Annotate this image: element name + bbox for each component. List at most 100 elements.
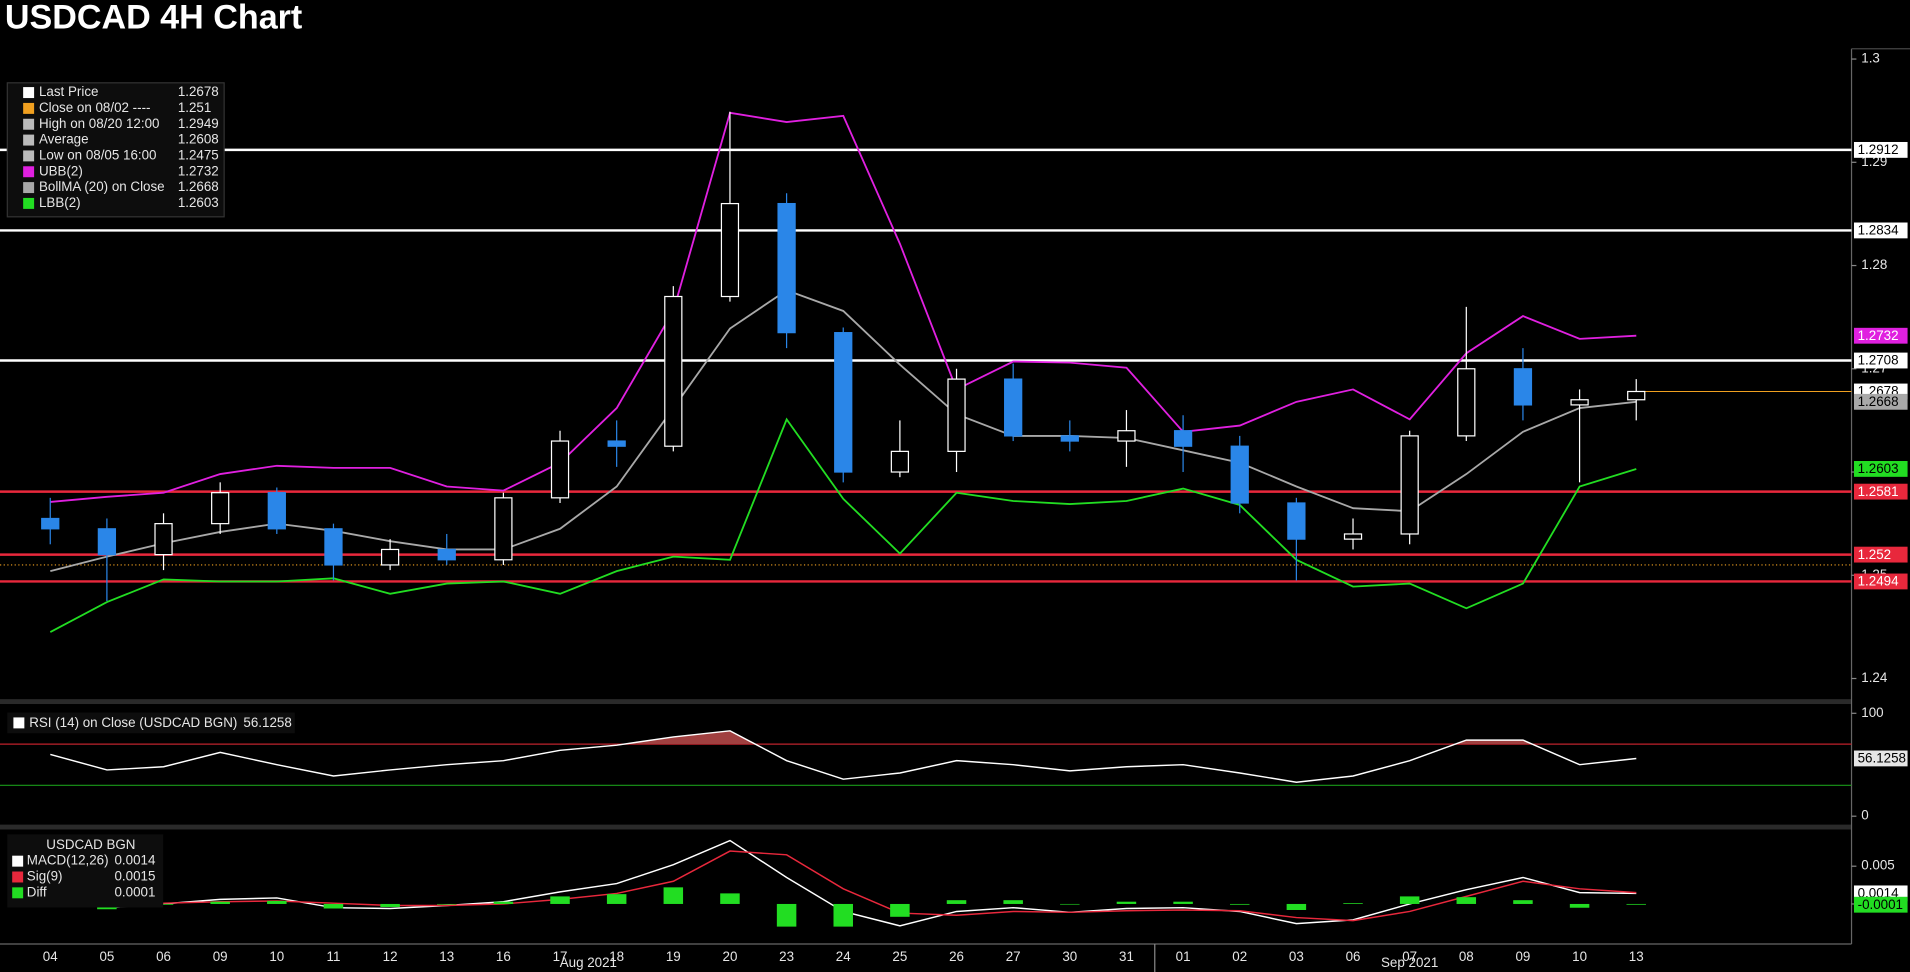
x-tick-label: 25	[892, 949, 907, 964]
legend-value: 1.2608	[178, 132, 219, 147]
histogram-bar	[663, 887, 684, 904]
histogram-bar	[606, 894, 627, 904]
candle-body	[1343, 533, 1363, 540]
legend-label: UBB(2)	[39, 163, 83, 178]
price-tag-label: 1.2494	[1858, 574, 1899, 589]
price-tag-label: 1.2708	[1858, 353, 1899, 368]
histogram-bar	[1626, 903, 1646, 905]
x-tick-label: 13	[439, 949, 454, 964]
legend-label: Diff	[27, 884, 47, 899]
legend-swatch	[12, 871, 24, 883]
legend-label: Average	[39, 132, 89, 147]
price-tag	[1853, 546, 1908, 563]
legend-swatch	[13, 717, 25, 729]
x-tick-label: 07	[1402, 949, 1417, 964]
y-tick-label: 1.3	[1861, 51, 1880, 66]
histogram-bar	[323, 903, 344, 909]
candle-body	[720, 202, 740, 298]
candle-body	[437, 548, 456, 561]
indicator-line	[50, 850, 1637, 922]
histogram-bar	[890, 903, 910, 917]
candle-body	[41, 517, 60, 530]
candle-body	[1173, 430, 1193, 447]
candle-body	[1287, 502, 1306, 540]
legend-value: 0.0015	[115, 869, 156, 884]
x-tick-label: 11	[327, 949, 341, 964]
candle-body	[550, 440, 570, 499]
x-tick-label: 13	[1629, 949, 1644, 964]
candle-body	[777, 202, 796, 334]
price-tag	[1853, 573, 1908, 590]
x-tick-label: 01	[1176, 949, 1191, 964]
y-tick-label: 0.005	[1861, 858, 1894, 873]
legend-swatch	[23, 197, 35, 209]
pane-separator	[0, 824, 1852, 830]
x-tick-label: 09	[213, 949, 228, 964]
pane-separator	[0, 699, 1852, 705]
legend-value: 1.2475	[178, 147, 219, 162]
band-line	[49, 417, 1637, 633]
legend-swatch	[23, 182, 35, 194]
histogram-bar	[1286, 903, 1307, 911]
legend-value: 1.2603	[178, 195, 219, 210]
price-tag-label: 1.2834	[1858, 223, 1899, 238]
legend-title: USDCAD BGN	[46, 837, 135, 852]
y-tick-label: 1.24	[1861, 670, 1888, 685]
legend-label: MACD(12,26)	[27, 853, 109, 868]
candle-body	[1060, 435, 1079, 442]
histogram-bar	[1173, 901, 1193, 904]
month-label: Aug 2021	[560, 955, 617, 970]
price-tag-label: 1.252	[1858, 547, 1891, 562]
legend-swatch	[23, 87, 35, 99]
candle-body	[1513, 368, 1533, 406]
legend-value: 1.2678	[178, 84, 219, 99]
x-tick-label: 27	[1006, 949, 1021, 964]
chart-title: USDCAD 4H Chart	[5, 0, 302, 37]
x-tick-label: 06	[1346, 949, 1361, 964]
legend-label: Low on 08/05 16:00	[39, 147, 157, 162]
price-tag	[1853, 222, 1908, 239]
band-line	[50, 111, 1637, 503]
month-label: Sep 2021	[1381, 955, 1438, 970]
histogram-bar	[946, 900, 967, 904]
legend-swatch	[23, 102, 35, 114]
x-tick-label: 19	[666, 949, 681, 964]
legend-label: Sig(9)	[27, 869, 63, 884]
price-tag-label: 1.2603	[1858, 461, 1899, 476]
x-tick-label: 06	[156, 949, 171, 964]
candle-body	[664, 295, 683, 447]
overbought-area	[50, 730, 1637, 745]
legend-box	[7, 834, 164, 908]
histogram-bar	[267, 900, 287, 904]
candle-body	[947, 378, 966, 452]
legend-swatch	[12, 855, 24, 867]
histogram-bar	[1116, 901, 1137, 904]
legend-value: 1.2732	[178, 163, 219, 178]
x-tick-label: 10	[1572, 949, 1587, 964]
x-tick-label: 10	[269, 949, 284, 964]
candle-body	[97, 528, 117, 556]
candle-body	[1457, 368, 1476, 437]
candle-body	[1230, 445, 1249, 504]
indicator-line	[50, 730, 1637, 783]
histogram-bar	[1003, 900, 1023, 904]
legend-value: 1.251	[178, 100, 211, 115]
price-tag	[1853, 141, 1908, 158]
legend-box	[6, 82, 225, 218]
x-tick-label: 24	[836, 949, 851, 964]
histogram-bar	[1399, 896, 1420, 904]
histogram-bar	[153, 903, 174, 905]
price-tag-label: 0.0014	[1858, 886, 1899, 901]
x-tick-label: 18	[609, 949, 624, 964]
candle-body	[267, 492, 286, 530]
price-tag	[1853, 327, 1908, 344]
x-tick-label: 12	[383, 949, 398, 964]
price-tag	[1853, 352, 1908, 369]
x-tick-label: 08	[1459, 949, 1474, 964]
legend-value: 1.2668	[178, 179, 219, 194]
legend-swatch	[23, 134, 35, 146]
histogram-bar	[1569, 903, 1590, 908]
